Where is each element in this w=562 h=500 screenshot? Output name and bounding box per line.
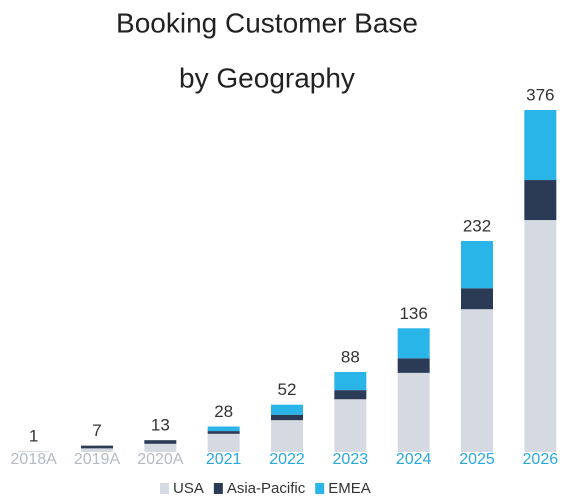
bar-segment (524, 220, 557, 452)
bar-segment (144, 443, 177, 452)
legend-swatch (160, 483, 169, 494)
total-label: 28 (214, 402, 233, 421)
bar-segment (524, 110, 557, 181)
x-tick-label: 2021 (206, 451, 242, 468)
total-label: 13 (151, 416, 170, 435)
total-label: 88 (341, 347, 360, 366)
legend-label: Asia-Pacific (227, 480, 306, 497)
x-tick-label: 2022 (269, 451, 305, 468)
x-tick-label: 2025 (459, 451, 495, 468)
bar-segment (397, 372, 430, 452)
total-label: 52 (278, 380, 297, 399)
bar-segment (17, 451, 50, 452)
bar-segment (81, 445, 113, 449)
total-label: 376 (526, 85, 554, 104)
bar-segment (334, 399, 367, 452)
bar-segment (81, 448, 113, 452)
bar-segment (461, 240, 493, 289)
legend-label: EMEA (328, 480, 371, 497)
total-label: 1 (29, 427, 38, 446)
legend-swatch (213, 483, 223, 494)
bar-segment (397, 358, 430, 373)
total-label: 7 (92, 421, 101, 440)
legend-label: USA (173, 480, 204, 497)
bar-segment (207, 431, 240, 434)
bar-segment (397, 328, 430, 359)
x-tick-label: 2023 (333, 451, 369, 468)
bar-segment (334, 390, 367, 400)
bar-segment (524, 180, 557, 221)
total-label: 232 (463, 216, 491, 235)
x-tick-label: 2026 (523, 451, 559, 468)
bar-segment (461, 288, 493, 310)
x-tick-label: 2018A (11, 451, 58, 468)
bar-segment (271, 404, 303, 415)
x-tick-label: 2024 (396, 451, 432, 468)
x-tick-label: 2020A (137, 451, 184, 468)
bar-segment (271, 420, 303, 452)
bar-segment (461, 309, 493, 452)
x-tick-label: 2019A (74, 451, 121, 468)
bar-segment (271, 414, 303, 421)
bar-segment (334, 371, 367, 391)
bar-segment (144, 440, 177, 444)
chart-title: by Geography (179, 62, 355, 93)
bar-segment (207, 426, 240, 432)
chart-title: Booking Customer Base (116, 7, 418, 38)
bar-segment (207, 433, 240, 452)
legend-swatch (315, 483, 325, 494)
total-label: 136 (399, 304, 427, 323)
